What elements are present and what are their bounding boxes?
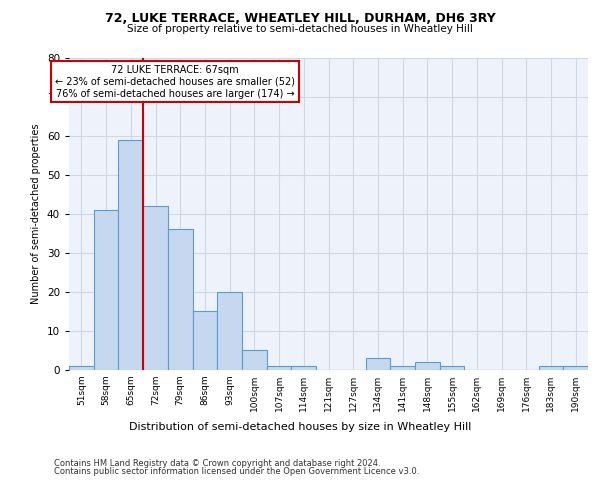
- Bar: [242, 350, 267, 370]
- Bar: [168, 230, 193, 370]
- Text: Distribution of semi-detached houses by size in Wheatley Hill: Distribution of semi-detached houses by …: [129, 422, 471, 432]
- Bar: [118, 140, 143, 370]
- Text: Contains public sector information licensed under the Open Government Licence v3: Contains public sector information licen…: [54, 467, 419, 476]
- Bar: [217, 292, 242, 370]
- Bar: [415, 362, 440, 370]
- Bar: [267, 366, 292, 370]
- Y-axis label: Number of semi-detached properties: Number of semi-detached properties: [31, 124, 41, 304]
- Bar: [292, 366, 316, 370]
- Text: 72 LUKE TERRACE: 67sqm
← 23% of semi-detached houses are smaller (52)
76% of sem: 72 LUKE TERRACE: 67sqm ← 23% of semi-det…: [55, 66, 295, 98]
- Bar: [365, 358, 390, 370]
- Text: Contains HM Land Registry data © Crown copyright and database right 2024.: Contains HM Land Registry data © Crown c…: [54, 458, 380, 468]
- Bar: [193, 312, 217, 370]
- Bar: [94, 210, 118, 370]
- Bar: [563, 366, 588, 370]
- Text: 72, LUKE TERRACE, WHEATLEY HILL, DURHAM, DH6 3RY: 72, LUKE TERRACE, WHEATLEY HILL, DURHAM,…: [104, 12, 496, 26]
- Bar: [69, 366, 94, 370]
- Bar: [143, 206, 168, 370]
- Bar: [440, 366, 464, 370]
- Bar: [539, 366, 563, 370]
- Text: Size of property relative to semi-detached houses in Wheatley Hill: Size of property relative to semi-detach…: [127, 24, 473, 34]
- Bar: [390, 366, 415, 370]
